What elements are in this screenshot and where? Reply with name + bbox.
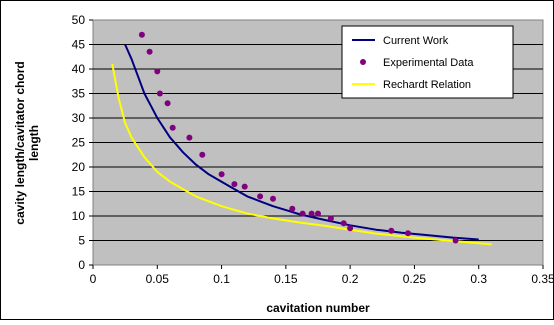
- data-point-experimental-data-12: [270, 195, 276, 202]
- data-point-experimental-data-16: [315, 210, 321, 217]
- x-tick-label-6: 0.3: [470, 272, 487, 286]
- y-axis-title-line-2: length: [27, 125, 41, 161]
- legend-label-experimental-data: Experimental Data: [383, 57, 474, 69]
- y-tick-label-0: 0: [78, 258, 85, 272]
- y-tick-label-9: 45: [72, 38, 86, 52]
- data-point-experimental-data-20: [388, 227, 395, 234]
- y-axis-title-line-1: cavity length/cavitator chord: [13, 61, 27, 224]
- data-point-experimental-data-9: [231, 181, 238, 188]
- data-point-experimental-data-0: [138, 31, 145, 38]
- series-line-rechardt-relation: [111, 63, 492, 246]
- data-point-experimental-data-10: [241, 183, 248, 190]
- x-axis-ticks: 0 0.05 0.1 0.15 0.2 0.25 0.3 0.35: [90, 265, 554, 286]
- x-tick-label-1: 0.05: [146, 272, 170, 286]
- data-point-experimental-data-1: [146, 48, 153, 55]
- data-point-experimental-data-11: [257, 193, 264, 200]
- data-point-experimental-data-18: [340, 220, 347, 227]
- legend-box: [341, 25, 514, 99]
- y-tick-label-8: 40: [72, 62, 86, 76]
- data-point-experimental-data-22: [452, 237, 459, 244]
- series-layer: [111, 31, 492, 246]
- data-point-experimental-data-8: [218, 171, 225, 178]
- data-point-experimental-data-4: [164, 100, 171, 107]
- data-point-experimental-data-6: [186, 134, 193, 141]
- y-axis-ticks: 0 5 10 15 20 25 30 35 40 45 50: [72, 13, 93, 272]
- data-point-experimental-data-7: [199, 151, 206, 158]
- x-tick-label-5: 0.25: [403, 272, 427, 286]
- x-axis-title: cavitation number: [266, 301, 370, 315]
- legend-swatch-experimental-data: [360, 59, 366, 65]
- data-point-experimental-data-2: [154, 68, 161, 75]
- y-tick-label-2: 10: [72, 209, 86, 223]
- x-tick-label-4: 0.2: [342, 272, 359, 286]
- data-point-experimental-data-5: [169, 124, 176, 131]
- y-tick-label-7: 35: [72, 87, 86, 101]
- legend-label-current-work: Current Work: [383, 35, 449, 47]
- x-tick-label-7: 0.35: [531, 272, 554, 286]
- data-point-experimental-data-15: [308, 210, 315, 217]
- y-tick-label-3: 15: [72, 185, 86, 199]
- data-point-experimental-data-13: [289, 205, 296, 212]
- y-tick-label-4: 20: [72, 160, 86, 174]
- x-tick-label-0: 0: [90, 272, 97, 286]
- data-point-experimental-data-21: [405, 230, 411, 237]
- y-tick-label-6: 30: [72, 111, 86, 125]
- data-point-experimental-data-17: [327, 215, 334, 222]
- x-tick-label-2: 0.1: [213, 272, 230, 286]
- y-tick-label-10: 50: [72, 13, 86, 27]
- legend: Current Work Experimental Data Rechardt …: [341, 25, 514, 99]
- x-tick-label-3: 0.15: [274, 272, 298, 286]
- legend-label-rechardt-relation: Rechardt Relation: [383, 79, 471, 91]
- y-tick-label-5: 25: [72, 136, 86, 150]
- series-line-current-work: [124, 44, 479, 241]
- y-tick-label-1: 5: [78, 234, 85, 248]
- data-point-experimental-data-3: [156, 90, 163, 97]
- data-point-experimental-data-19: [347, 225, 354, 232]
- data-point-experimental-data-14: [299, 210, 306, 217]
